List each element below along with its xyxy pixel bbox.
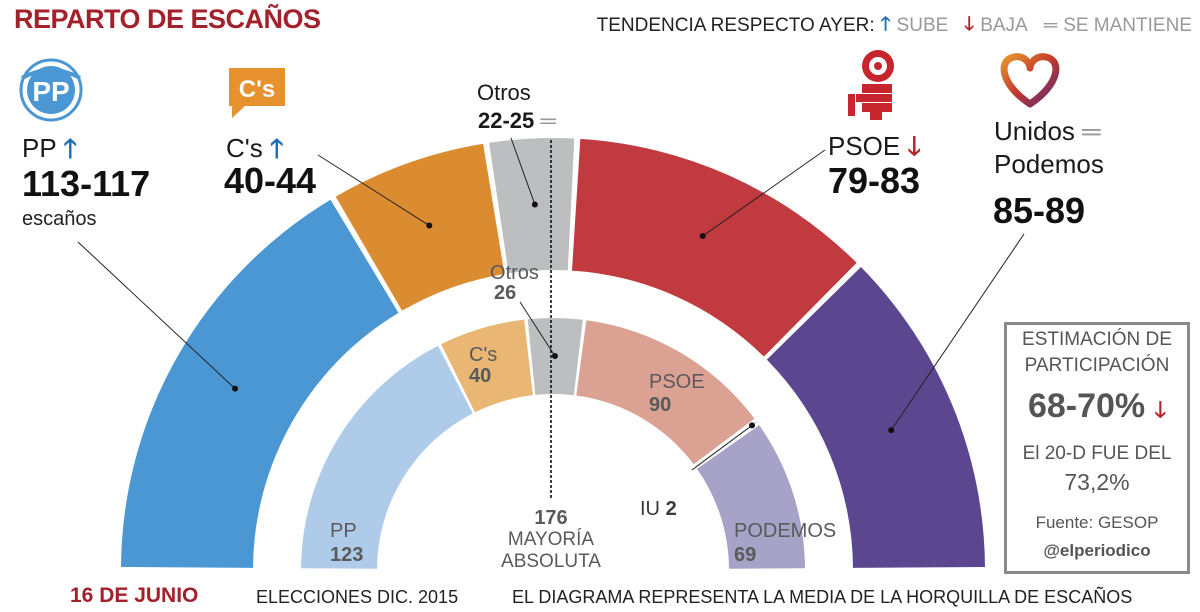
pp-unit: escaños [22,208,97,230]
inner-arc-cs [441,319,533,413]
inner-cs-value: 40 [469,365,492,387]
cs-trend-up-icon: 🡑 [269,133,284,163]
psoe-leader-dot [699,233,706,240]
participation-title-2: PARTICIPACIÓN [1024,355,1170,376]
outer-arc-cs [335,143,505,311]
podemos-name-line1: Unidos ═ [994,116,1101,146]
inner-otros-leader-line [519,301,556,357]
outer-ring [121,138,985,568]
inner-pp-value: 123 [330,544,364,566]
participation-title-1: ESTIMACIÓN DE [1022,329,1172,350]
pp-name: PP 🡑 [22,133,77,163]
otros-leader-dot [531,201,538,208]
legend-up-label: SUBE [896,15,949,36]
inner-arc-psoe [576,320,755,465]
podemos-leader-dot [888,427,895,434]
psoe-range: 79-83 [828,160,921,201]
pp-logo: PP [19,58,83,122]
otros-range-line: 22-25 ═ [478,108,556,134]
outer-arc-otros [489,138,575,274]
cs-logo: C's [229,68,285,118]
otros-leader-line [510,137,536,205]
pp-trend-up-icon: 🡑 [63,133,77,163]
outer-arc-pp [121,199,399,568]
cs-name: C's 🡑 [226,133,284,163]
leader-lines [77,137,1025,471]
podemos-range: 85-89 [993,190,1086,231]
pp-leader-dot [232,385,239,392]
equal-icon: ═ [1043,15,1058,36]
pp-logo-text: PP [32,76,69,107]
inner-psoe-name: PSOE [649,371,705,393]
participation-range-line: 68-70% 🡓 [1007,387,1187,431]
participation-range: 68-70% [1027,387,1146,425]
inner-arc-podemos [697,425,805,569]
inner-iu-leader-dot [749,422,756,429]
footer-inner-note: ELECCIONES DIC. 2015 [256,587,459,607]
otros-trend-same-icon: ═ [540,108,556,133]
legend-down-label: BAJA [980,15,1028,36]
cs-leader-line [317,154,430,226]
trend-legend: TENDENCIA RESPECTO AYER: 🡑 SUBE 🡓 BAJA ═… [597,10,1192,42]
psoe-rose-icon [848,50,894,120]
inner-podemos-value: 69 [734,544,757,566]
participation-trend-down-icon: 🡓 [1154,397,1167,422]
inner-arc-pp [301,345,473,569]
twitter-handle: @elperiodico [1043,541,1151,560]
outer-arc-psoe [571,138,857,357]
otros-name: Otros [477,80,531,105]
psoe-trend-down-icon: 🡓 [907,131,922,161]
pp-leader-line [77,241,236,390]
podemos-leader-line [890,233,1025,431]
podemos-heart-icon [1000,53,1060,108]
psoe-name: PSOE 🡓 [828,131,922,161]
footer-outer-note: EL DIAGRAMA REPRESENTA LA MEDIA DE LA HO… [512,587,1133,607]
inner-otros-leader-dot [551,353,558,360]
podemos-trend-same-icon: ═ [1082,116,1101,146]
majority-line1: MAYORÍA [507,529,595,550]
participation-prev-value: 73,2% [1064,469,1130,495]
arrow-down-icon: 🡓 [964,14,975,35]
page-title: REPARTO DE ESCAÑOS [14,4,321,34]
inner-otros-value: 26 [494,282,517,304]
psoe-leader-line [702,149,826,237]
footer-date: 16 DE JUNIO [70,584,199,607]
otros-range: 22-25 [478,108,535,133]
inner-iu-value: 2 [665,498,677,520]
source-label: Fuente: GESOP [1035,513,1159,532]
majority-line2: ABSOLUTA [501,551,601,572]
inner-ring [301,318,805,569]
cs-logo-text: C's [239,76,275,103]
outer-arc-podemos [766,267,985,568]
inner-podemos-name: PODEMOS [734,520,837,542]
majority-value: 176 [534,507,568,529]
arrow-up-icon: 🡑 [880,14,891,35]
inner-iu-label: IU 2 [640,498,677,520]
inner-cs-name: C's [469,344,498,366]
participation-prev-label: El 20-D FUE DEL [1022,443,1172,464]
legend-same-label: SE MANTIENE [1063,15,1192,36]
legend-label: TENDENCIA RESPECTO AYER: [596,15,875,36]
inner-pp-name: PP [330,520,357,542]
podemos-name-line2: Podemos [994,149,1104,179]
inner-iu-leader-line [691,425,753,471]
pp-range: 113-117 [22,163,151,204]
inner-otros-name: Otros [490,262,539,284]
inner-psoe-value: 90 [649,394,672,416]
participation-box: ESTIMACIÓN DE PARTICIPACIÓN 68-70% 🡓 El … [1004,322,1190,574]
cs-leader-dot [426,222,433,229]
cs-range: 40-44 [224,160,317,201]
